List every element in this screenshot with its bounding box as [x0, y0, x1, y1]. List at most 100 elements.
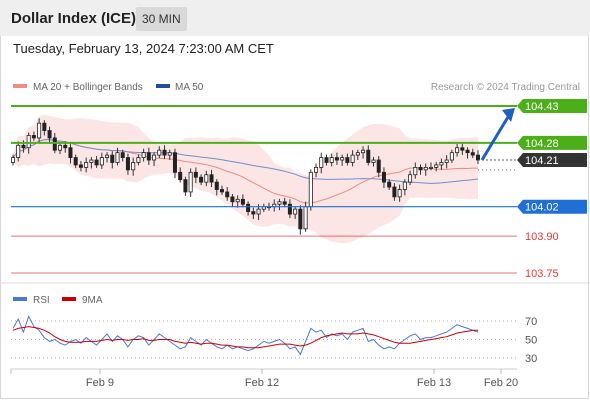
- candle-body: [16, 144, 21, 158]
- credit-text: Research © 2024 Trading Central: [431, 82, 580, 93]
- x-tick-label: Feb 9: [86, 377, 114, 389]
- candle: [214, 179, 219, 196]
- x-axis: Feb 9 Feb 12 Feb 13 Feb 20: [10, 369, 518, 389]
- rsi-plot: 70 50 30: [11, 315, 537, 365]
- candle-body: [225, 191, 230, 198]
- candle-body: [423, 166, 428, 171]
- level-label: 103.75: [525, 268, 559, 280]
- candle-body: [418, 166, 423, 171]
- ma50-line: [12, 138, 479, 184]
- level-resistance: 104.43: [11, 99, 587, 113]
- candle-body: [167, 152, 172, 156]
- candle-body: [136, 157, 141, 163]
- candle: [402, 179, 407, 196]
- level-label: 104.02: [525, 202, 559, 214]
- candle: [460, 142, 465, 156]
- candle: [230, 193, 235, 207]
- candle-body: [94, 159, 99, 166]
- candle: [199, 174, 204, 186]
- candle-body: [10, 157, 15, 163]
- level-label: 104.21: [525, 155, 559, 167]
- candle-body: [31, 135, 36, 139]
- candle-body: [73, 157, 78, 166]
- candle: [434, 161, 439, 172]
- candle: [319, 152, 324, 174]
- candle-body: [37, 122, 42, 139]
- candle-body: [397, 189, 402, 198]
- candle: [141, 148, 146, 162]
- candle: [172, 148, 177, 179]
- level-label: 103.90: [525, 231, 559, 243]
- candle-body: [199, 176, 204, 183]
- level-label: 104.28: [525, 138, 559, 150]
- level-tag: [517, 199, 587, 214]
- candle: [428, 162, 433, 171]
- candle-body: [162, 149, 167, 156]
- candle: [110, 151, 115, 169]
- candle: [219, 185, 224, 195]
- candle: [89, 157, 94, 169]
- candle: [439, 158, 444, 170]
- candle-body: [125, 157, 130, 171]
- ma9-legend-swatch: [62, 297, 76, 301]
- candle: [334, 152, 339, 165]
- candle-body: [387, 181, 392, 188]
- rsi-ma-line: [12, 326, 478, 349]
- timestamp: Tuesday, February 13, 2024 7:23:00 AM CE…: [13, 41, 274, 56]
- level-tag: [517, 135, 587, 150]
- candle-body: [475, 154, 480, 161]
- candle-body: [402, 181, 407, 190]
- candle-body: [434, 164, 439, 168]
- candle: [152, 152, 157, 166]
- candle: [209, 169, 214, 188]
- candle-body: [287, 203, 292, 215]
- candle: [146, 147, 151, 165]
- candle-body: [256, 208, 261, 215]
- rsi-legend-swatch: [13, 297, 27, 301]
- candle-body: [99, 157, 104, 166]
- rsi-tick-label: 30: [525, 353, 537, 365]
- candle-body: [240, 198, 245, 205]
- candle: [361, 146, 366, 159]
- candle-body: [460, 147, 465, 151]
- candle: [157, 146, 162, 159]
- candle-body: [392, 186, 397, 198]
- x-tick-label: Feb 12: [245, 377, 279, 389]
- candle: [397, 184, 402, 202]
- candle: [136, 154, 141, 166]
- candle-body: [355, 152, 360, 156]
- candle-body: [329, 157, 334, 163]
- candle: [324, 154, 329, 166]
- candle: [240, 194, 245, 208]
- candle: [387, 179, 392, 190]
- timeframe-badge[interactable]: 30 MIN: [136, 7, 187, 31]
- price-plot: [10, 114, 480, 244]
- candle: [449, 149, 454, 163]
- candle-body: [146, 152, 151, 161]
- rsi-tick-label: 70: [525, 316, 537, 328]
- rsi-line: [12, 315, 479, 356]
- candle: [246, 201, 251, 216]
- candle-body: [105, 154, 110, 158]
- candle: [105, 152, 110, 163]
- level-tag: [517, 153, 587, 168]
- candle: [355, 149, 360, 161]
- candle-body: [334, 157, 339, 161]
- candle-body: [408, 174, 413, 183]
- candle-body: [219, 189, 224, 193]
- candle-body: [235, 198, 240, 203]
- level-label: 104.43: [525, 101, 559, 113]
- candle: [277, 198, 282, 211]
- candle-body: [413, 166, 418, 176]
- candle: [225, 187, 230, 201]
- rsi-legend-label: RSI: [33, 295, 50, 306]
- candle-body: [110, 154, 115, 163]
- rsi-tick-label: 50: [525, 335, 537, 347]
- candle: [31, 131, 36, 141]
- candle: [444, 155, 449, 169]
- candle: [465, 147, 470, 159]
- candle-body: [204, 174, 209, 183]
- candle-body: [319, 157, 324, 168]
- candle-body: [282, 201, 287, 205]
- target-arrow-shaft: [480, 116, 510, 161]
